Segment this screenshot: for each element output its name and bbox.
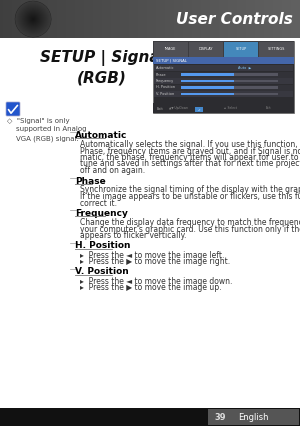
Text: your computer’s graphic card. Use this function only if the image: your computer’s graphic card. Use this f…	[80, 225, 300, 233]
Text: Synchronize the signal timing of the display with the graphic card.: Synchronize the signal timing of the dis…	[80, 185, 300, 195]
Bar	[153, 41, 294, 57]
Bar	[0, 408, 300, 426]
Bar	[181, 86, 234, 89]
Text: English: English	[238, 412, 269, 421]
Bar	[224, 41, 258, 57]
Text: Exit: Exit	[157, 107, 164, 111]
Bar	[153, 41, 294, 113]
Bar	[181, 73, 234, 75]
Text: SETUP | Signal
(RGB): SETUP | Signal (RGB)	[40, 50, 164, 85]
Text: Frequency: Frequency	[156, 79, 174, 83]
Bar	[181, 80, 234, 82]
Text: V. Position: V. Position	[156, 92, 174, 96]
Text: Change the display data frequency to match the frequency of: Change the display data frequency to mat…	[80, 218, 300, 227]
Text: Automatic: Automatic	[75, 131, 128, 140]
FancyBboxPatch shape	[6, 102, 20, 116]
Text: SETUP: SETUP	[236, 47, 247, 51]
Text: Frequency: Frequency	[75, 209, 128, 218]
Text: Auto  ▶: Auto ▶	[238, 66, 251, 70]
Bar	[189, 41, 223, 57]
Text: H. Position: H. Position	[156, 86, 175, 89]
Text: Exit: Exit	[266, 106, 272, 110]
Bar	[154, 91, 293, 97]
Text: SETUP | SIGNAL: SETUP | SIGNAL	[156, 58, 187, 63]
Text: matic, the phase, frequency items will appear for user to manually: matic, the phase, frequency items will a…	[80, 153, 300, 162]
Text: V. Position: V. Position	[75, 268, 129, 276]
Bar	[208, 409, 299, 425]
Text: ↵ Select: ↵ Select	[224, 106, 237, 110]
Text: ◇  "Signal" is only
    supported in Analog
    VGA (RGB) signal.: ◇ "Signal" is only supported in Analog V…	[7, 118, 86, 141]
Text: ✓: ✓	[198, 107, 201, 111]
Text: ▸  Press the ▶ to move the image up.: ▸ Press the ▶ to move the image up.	[80, 283, 221, 292]
Bar	[154, 84, 293, 90]
Bar	[181, 86, 278, 89]
Bar	[154, 72, 293, 78]
Bar	[153, 105, 294, 113]
Text: User Controls: User Controls	[176, 12, 293, 26]
Bar	[154, 41, 188, 57]
Text: ▸  Press the ◄ to move the image left.: ▸ Press the ◄ to move the image left.	[80, 250, 224, 259]
Bar	[153, 103, 294, 113]
Text: off and on again.: off and on again.	[80, 166, 145, 175]
Bar	[181, 92, 278, 95]
Bar	[154, 78, 293, 84]
Text: Phase, frequency items are grayed out, and if Signal is not auto-: Phase, frequency items are grayed out, a…	[80, 147, 300, 155]
Text: 39: 39	[215, 412, 226, 421]
Bar	[154, 65, 293, 71]
Text: Phase: Phase	[156, 72, 166, 77]
Bar	[153, 57, 294, 64]
Bar	[181, 73, 278, 75]
Bar	[259, 41, 293, 57]
Text: DISPLAY: DISPLAY	[199, 47, 213, 51]
Text: tune and saved in settings after that for next time projector turns: tune and saved in settings after that fo…	[80, 159, 300, 169]
Bar	[0, 38, 300, 408]
Bar	[181, 80, 278, 82]
Text: SETTINGS: SETTINGS	[268, 47, 285, 51]
Text: Phase: Phase	[75, 176, 106, 185]
Text: ▲▼ Up/Down: ▲▼ Up/Down	[169, 106, 188, 110]
Text: H. Position: H. Position	[75, 242, 130, 250]
Bar	[195, 106, 203, 112]
Text: ▸  Press the ◄ to move the image down.: ▸ Press the ◄ to move the image down.	[80, 276, 232, 285]
Text: Automatic: Automatic	[156, 66, 175, 70]
Text: If the image appears to be unstable or flickers, use this function to: If the image appears to be unstable or f…	[80, 192, 300, 201]
Text: correct it.: correct it.	[80, 199, 117, 207]
Bar	[181, 92, 234, 95]
Text: IMAGE: IMAGE	[165, 47, 176, 51]
Text: appears to flicker vertically.: appears to flicker vertically.	[80, 231, 186, 240]
Text: Automatically selects the signal. If you use this function, the: Automatically selects the signal. If you…	[80, 140, 300, 149]
Text: ▸  Press the ▶ to move the image right.: ▸ Press the ▶ to move the image right.	[80, 257, 230, 266]
